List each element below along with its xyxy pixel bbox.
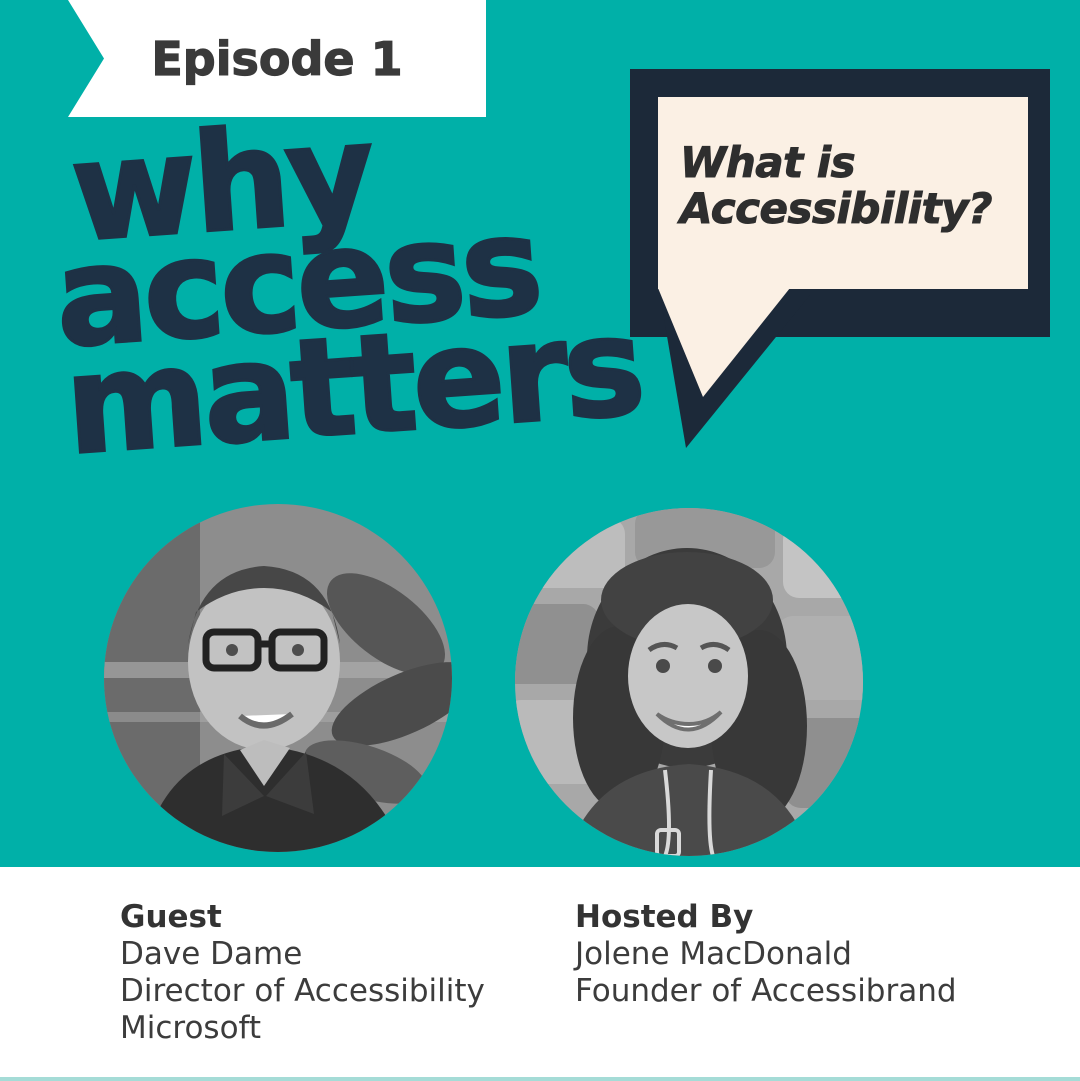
jolene-macdonald-bw-portrait (515, 508, 863, 856)
episode-ribbon (68, 0, 486, 117)
guest-name: Dave Dame (120, 936, 303, 972)
bottom-accent-line (0, 1077, 1080, 1081)
footer-section: Guest Dave Dame Director of Accessibilit… (0, 867, 1080, 1081)
host-info: Hosted By Jolene MacDonald Founder of Ac… (575, 899, 957, 1010)
bubble-question-line1: What is (680, 138, 857, 187)
guest-info: Guest Dave Dame Director of Accessibilit… (120, 899, 485, 1047)
guest-heading: Guest (120, 899, 222, 935)
dave-dame-bw-portrait (104, 504, 452, 852)
host-photo (515, 508, 863, 856)
host-heading: Hosted By (575, 899, 754, 935)
guest-role: Director of Accessibility (120, 973, 485, 1009)
host-role: Founder of Accessibrand (575, 973, 957, 1009)
bubble-question: What is Accessibility? (680, 138, 993, 233)
bubble-question-line2: Accessibility? (680, 184, 993, 233)
host-name: Jolene MacDonald (575, 936, 852, 972)
title-line-matters: matters (59, 287, 647, 488)
guest-photo (104, 504, 452, 852)
guest-org: Microsoft (120, 1010, 262, 1046)
speech-bubble (630, 69, 1050, 448)
episode-label: Episode 1 (151, 31, 403, 86)
